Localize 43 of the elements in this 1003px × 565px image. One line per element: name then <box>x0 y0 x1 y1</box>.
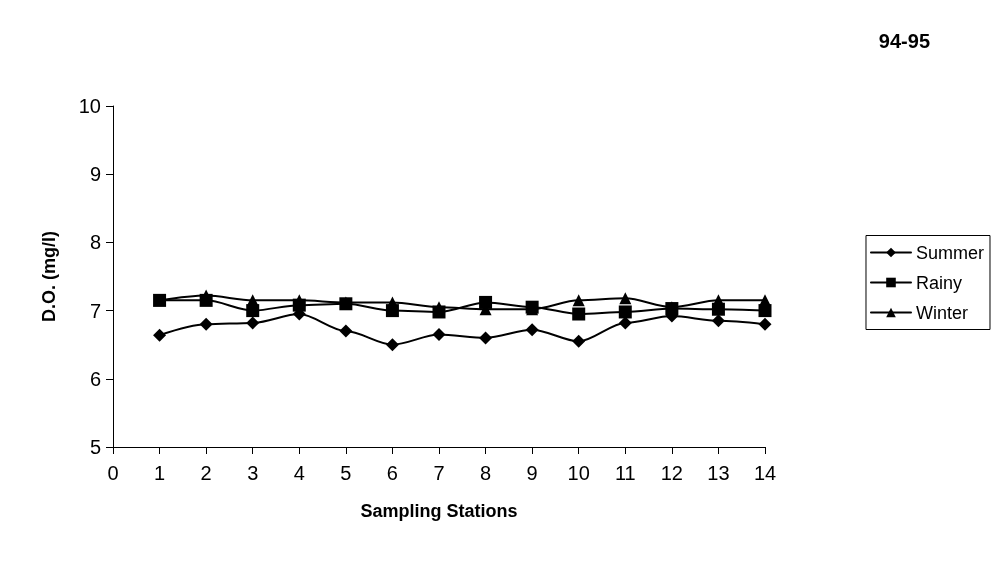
point <box>153 328 167 342</box>
y-tick-label: 8 <box>89 231 101 254</box>
x-tick-label: 10 <box>567 462 590 484</box>
y-tick-label: 10 <box>78 95 101 117</box>
point <box>572 334 586 348</box>
point <box>618 316 632 330</box>
point <box>525 323 539 337</box>
x-tick-label: 5 <box>340 462 352 484</box>
point <box>758 317 772 331</box>
x-axis-title: Sampling Stations <box>360 501 518 521</box>
x-tick-label: 14 <box>753 462 777 484</box>
x-tick-label: 1 <box>154 462 166 484</box>
y-tick-label: 9 <box>89 163 101 186</box>
y-axis-title: D.O. (mg/l) <box>39 231 59 322</box>
x-tick-label: 8 <box>480 462 492 484</box>
point <box>479 331 493 345</box>
text: 94-95 <box>878 30 930 52</box>
x-tick-label: 7 <box>433 462 445 484</box>
x-tick-label: 13 <box>707 462 730 484</box>
y-tick-label: 5 <box>89 436 101 458</box>
x-tick-label: 4 <box>293 462 305 484</box>
point <box>339 324 353 338</box>
point <box>572 294 585 307</box>
legend-label: Winter <box>915 302 969 323</box>
x-tick-label: 0 <box>107 462 119 484</box>
x-tick-label: 3 <box>247 462 259 484</box>
point <box>618 305 632 319</box>
x-tick-label: 12 <box>660 462 683 484</box>
x-tick-label: 11 <box>614 462 636 484</box>
point <box>711 314 725 328</box>
y-tick-label: 6 <box>89 367 101 390</box>
point <box>432 327 446 341</box>
point <box>572 307 586 321</box>
point <box>199 317 213 331</box>
x-tick-label: 9 <box>526 462 538 484</box>
point <box>619 292 632 305</box>
y-tick-label: 7 <box>89 299 101 322</box>
x-tick-label: 6 <box>386 462 398 484</box>
legend-label: Summer <box>915 242 985 263</box>
legend-label: Rainy <box>915 272 963 293</box>
point <box>385 338 399 352</box>
x-tick-label: 2 <box>200 462 212 484</box>
point <box>246 316 260 330</box>
